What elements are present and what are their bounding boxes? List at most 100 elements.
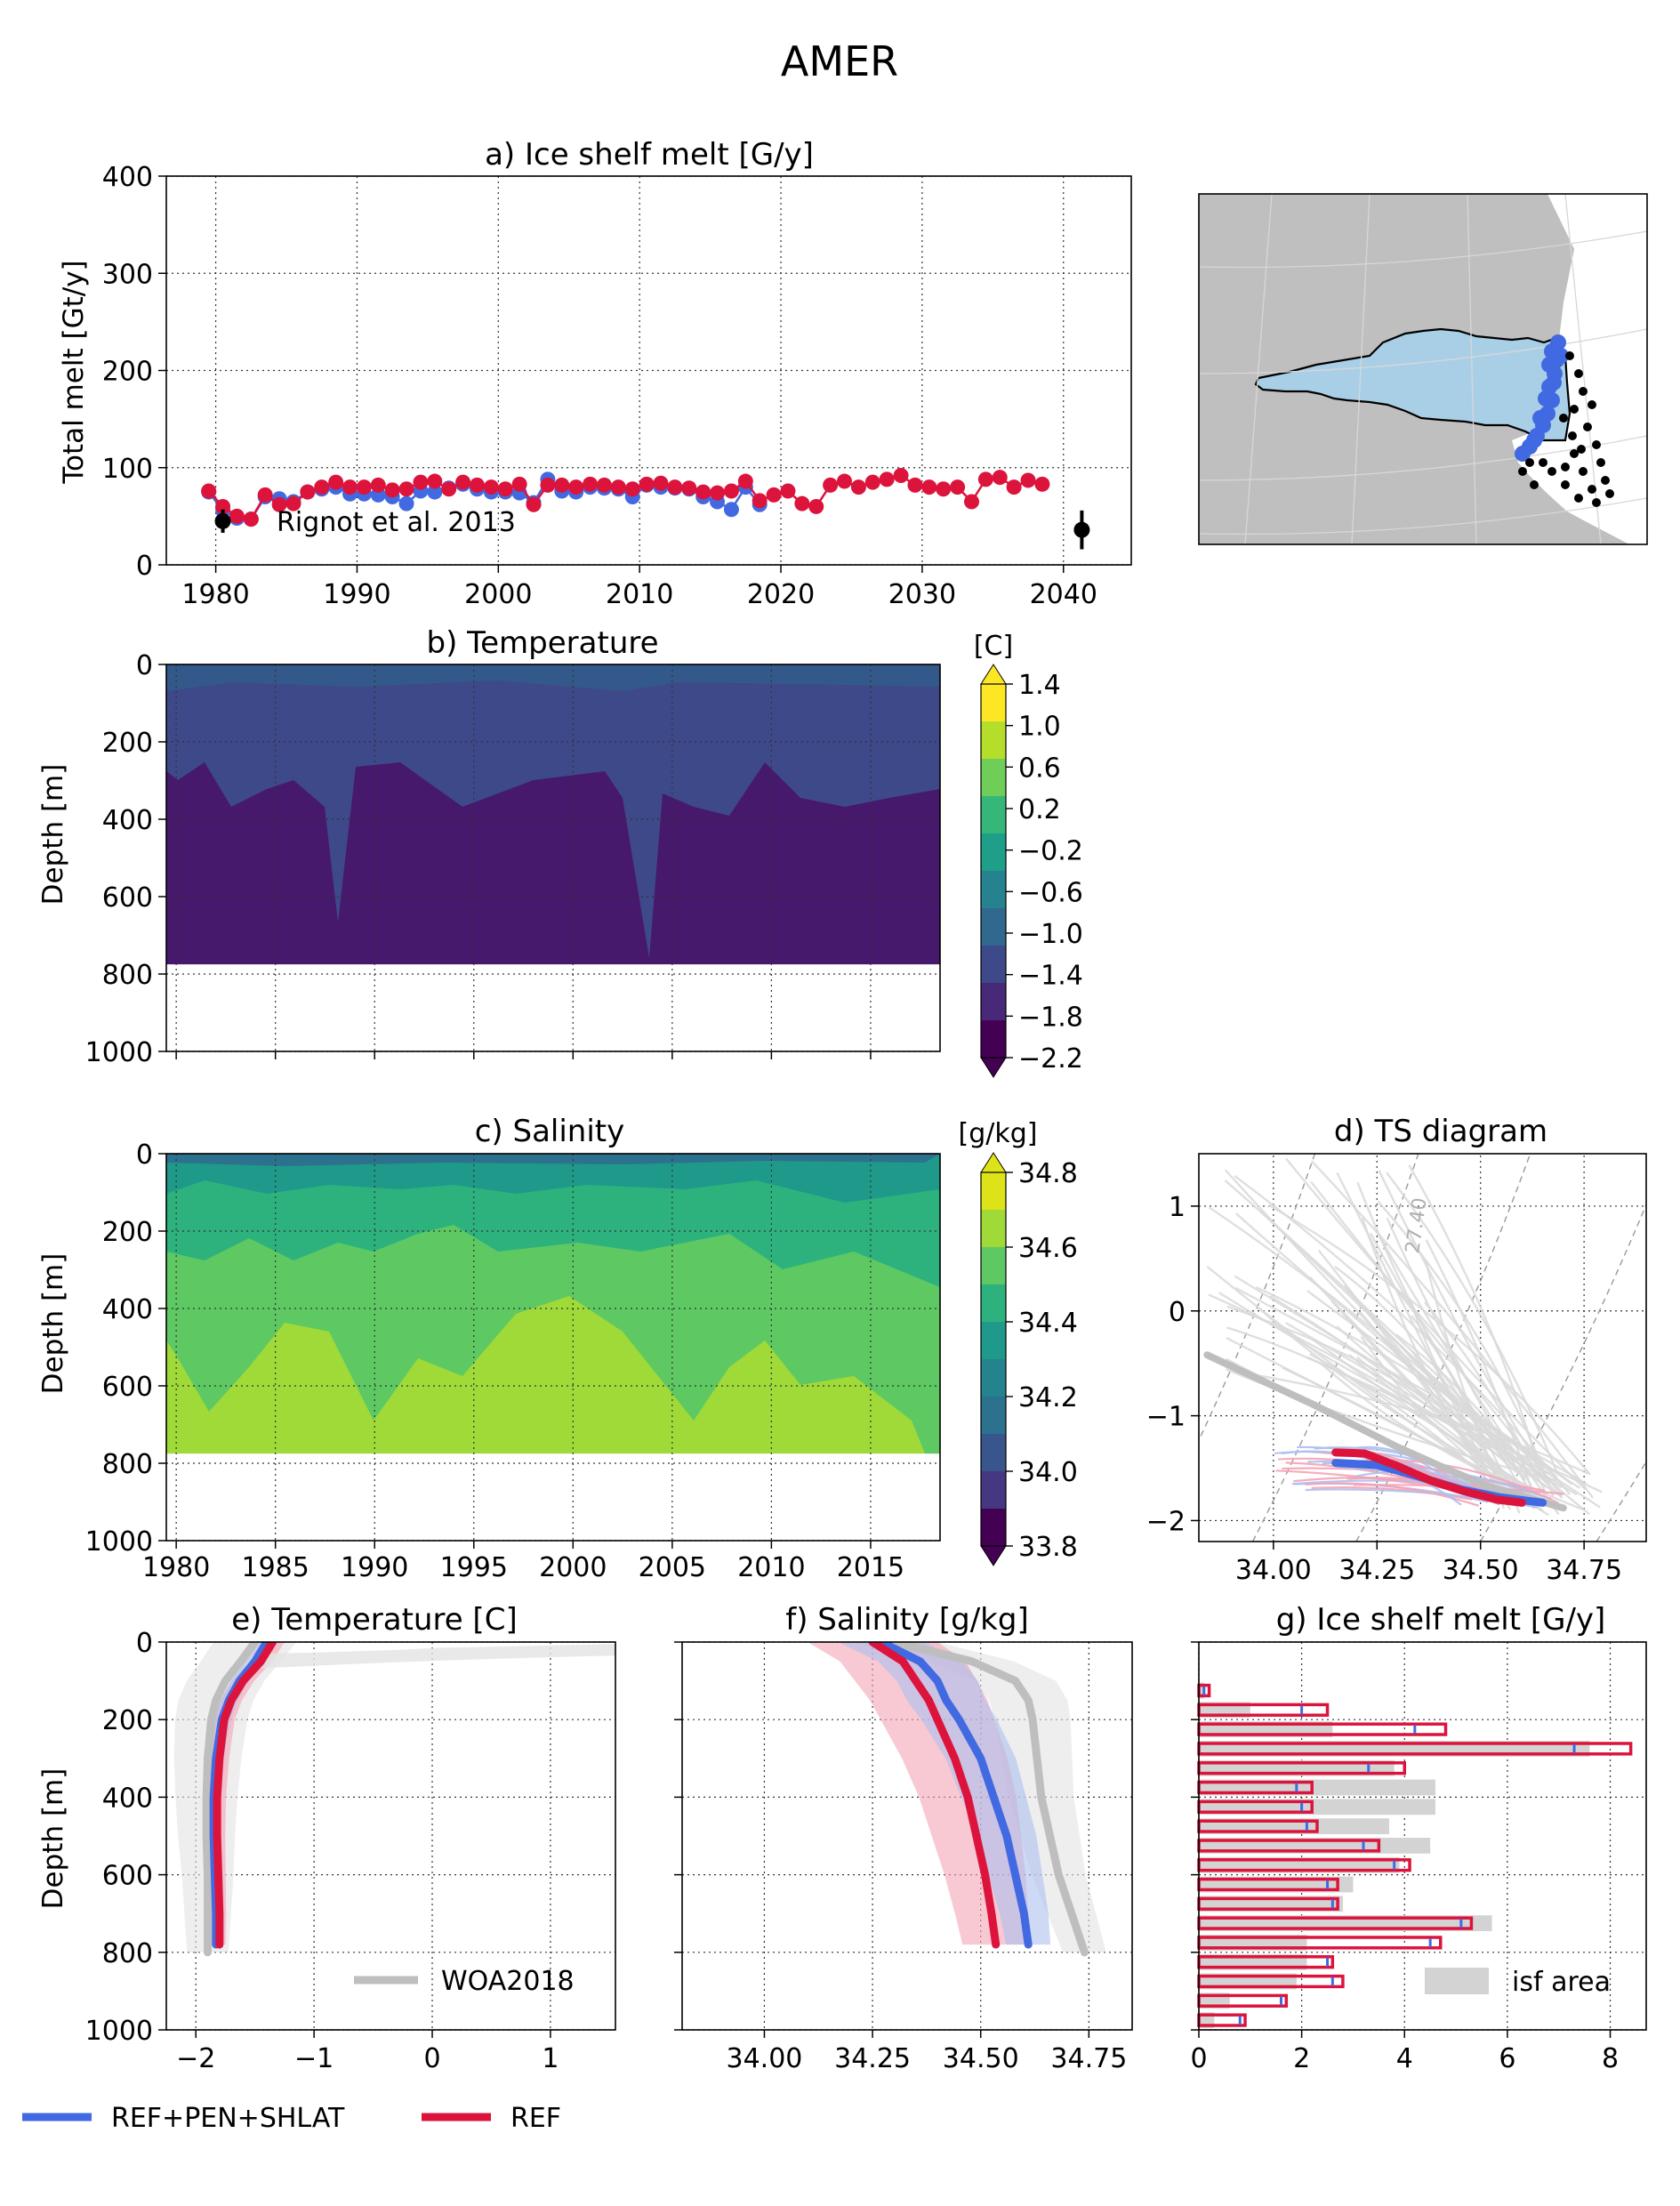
panel-a-xtick-label: 2020 [747, 579, 815, 610]
section-ytick-label: 1000 [85, 1037, 153, 1068]
panel-f-spread [838, 1642, 1051, 1945]
panel-a-point-red [653, 475, 669, 491]
panel-a-point-red [215, 498, 231, 514]
panel-a-title: a) Ice shelf melt [G/y] [485, 137, 814, 173]
colorbar-segment [981, 833, 1006, 872]
panel-f-xtick-label: 34.00 [726, 2043, 802, 2074]
map-graticule [1199, 497, 1647, 535]
panel-e-ytick-label: 0 [136, 1628, 153, 1659]
panel-a-point-red [201, 483, 217, 499]
colorbar-tick-label: 1.4 [1018, 670, 1061, 701]
panel-a-point-red [497, 481, 513, 497]
panel-a-point-red [511, 476, 527, 492]
section-ytick-label: 800 [102, 960, 153, 991]
panel-d-title: d) TS diagram [1334, 1114, 1547, 1149]
panel-d-obs-profile [1395, 1333, 1539, 1499]
colorbar-tick-label: 0.6 [1018, 753, 1061, 784]
figure-legend: REF+PEN+SHLAT REF [22, 2103, 561, 2134]
map-model-point [1532, 410, 1548, 426]
panel-a-point-red [568, 479, 584, 495]
panel-a-ytick-label: 0 [136, 551, 153, 582]
colorbar-segment [981, 1434, 1006, 1472]
colorbar-tick-label: −0.2 [1018, 836, 1083, 867]
map-model-point [1546, 374, 1562, 390]
panel-g-xtick-label: 8 [1602, 2043, 1619, 2074]
map-obs-point [1583, 423, 1592, 431]
map-obs-point [1601, 476, 1610, 485]
panel-a-point-red [526, 496, 542, 512]
panel-f-xtick-label: 34.75 [1050, 2043, 1127, 2074]
colorbar-tick-label: 0.2 [1018, 794, 1061, 825]
panel-b-temperature-section: b) Temperature Depth [m] 0 200 400 600 800 10… [37, 625, 1083, 1078]
panel-a-point-red [596, 477, 612, 493]
section-ytick-label: 800 [102, 1449, 153, 1480]
panel-a-point-red [893, 467, 909, 483]
panel-a-point-red [667, 479, 683, 495]
panel-d-obs-profile [1349, 1291, 1533, 1477]
panel-a-point-red [936, 481, 952, 497]
map-ice-shelf [1254, 327, 1571, 442]
figure-title: AMER [781, 37, 898, 85]
panel-g-xtick-label: 6 [1499, 2043, 1515, 2074]
map-model-point [1515, 446, 1531, 462]
panel-b-colorbar-unit: [C] [974, 631, 1013, 662]
panel-d-obs-profile [1408, 1164, 1542, 1477]
panel-e-title: e) Temperature [C] [231, 1602, 517, 1638]
panel-d-obs-profile [1267, 1204, 1591, 1476]
panel-f-salinity-profile: f) Salinity [g/kg] 34.00 34.25 34.50 34.75 [674, 1602, 1133, 2074]
panel-d-isopycnal [1355, 1154, 1531, 1542]
map-obs-point [1570, 405, 1579, 414]
colorbar-extend-top [980, 664, 1007, 685]
map-obs-point [1561, 480, 1570, 489]
colorbar-tick-label: 1.0 [1018, 712, 1061, 743]
map-graticule [1351, 194, 1371, 544]
panel-a-point-red [921, 479, 937, 495]
panel-e-xtick-label: −2 [176, 2043, 215, 2074]
panel-g-melt-by-depth: g) Ice shelf melt [G/y] 0 2 4 6 8 isf area [1190, 1602, 1647, 2074]
panel-a-xtick-label: 2030 [888, 579, 956, 610]
panel-a-annotation: Rignot et al. 2013 [277, 507, 516, 538]
colorbar-segment [981, 796, 1006, 834]
panel-a-ytick-label: 400 [102, 162, 153, 193]
colorbar-tick-label: −2.2 [1018, 1043, 1083, 1075]
map-model-point [1550, 334, 1566, 350]
panel-a-point-red [328, 474, 344, 490]
panel-e-legend-label: WOA2018 [441, 1966, 575, 1997]
colorbar-segment [981, 908, 1006, 946]
panel-e-mean-ref [213, 1642, 277, 1949]
panel-a-point-red [610, 479, 626, 495]
panel-g-xtick-label: 4 [1396, 2043, 1413, 2074]
panel-a-point-red [710, 485, 726, 501]
panel-a-point-red [639, 476, 655, 492]
panel-g-title: g) Ice shelf melt [G/y] [1276, 1602, 1606, 1638]
panel-d-obs-profile [1310, 1160, 1595, 1499]
panel-a-point-red [300, 484, 316, 500]
colorbar-tick-label: −1.8 [1018, 1002, 1083, 1033]
colorbar-extend-bottom [980, 1545, 1007, 1566]
panel-a-point-red [441, 481, 457, 497]
panel-a-point-red [483, 479, 499, 495]
colorbar-segment [981, 946, 1006, 984]
panel-a-point-red [384, 482, 400, 498]
map-obs-point [1577, 445, 1586, 454]
colorbar-tick-label: 34.2 [1018, 1382, 1078, 1413]
map-ocean [1512, 194, 1647, 544]
panel-a-point-red [243, 511, 259, 527]
map-graticule [1199, 328, 1647, 374]
panel-a-obs-point [214, 512, 231, 529]
map-obs-point [1588, 485, 1596, 494]
panel-a-point-red [271, 496, 287, 512]
panel-a-point-red [766, 487, 782, 503]
colorbar-segment [981, 1322, 1006, 1360]
section-xtick-label: 2015 [837, 1552, 904, 1583]
panel-a-point-red [370, 477, 386, 493]
panel-a-ytick-label: 200 [102, 357, 153, 388]
panel-d-xtick-label: 34.25 [1338, 1555, 1415, 1586]
panel-f-title: f) Salinity [g/kg] [785, 1602, 1028, 1638]
map-model-point [1541, 357, 1557, 373]
panel-a-point-red [681, 480, 697, 496]
panel-f-mean-ref-pen-shlat [877, 1642, 1033, 1949]
panel-a-ylabel: Total melt [Gt/y] [58, 260, 90, 484]
section-ytick-label: 0 [136, 650, 153, 681]
map-graticule [1244, 194, 1273, 544]
